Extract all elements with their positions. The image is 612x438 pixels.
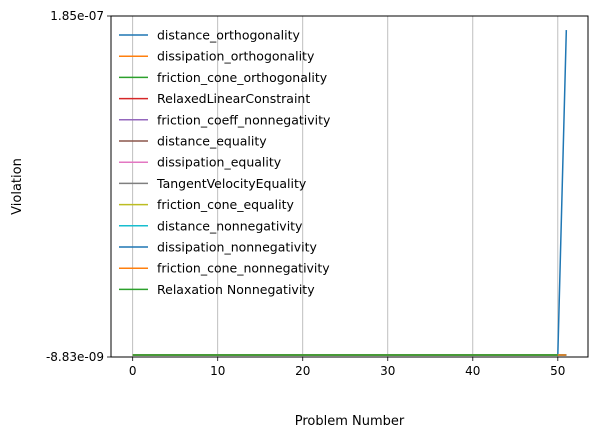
- legend-label: RelaxedLinearConstraint: [157, 91, 310, 106]
- y-tick-label: 1.85e-07: [50, 9, 104, 23]
- x-tick-label: 40: [465, 364, 480, 378]
- y-axis-label: Violation: [10, 158, 25, 215]
- x-axis-ticks: 0 10 20 30 40 50: [129, 357, 565, 378]
- x-tick-label: 0: [129, 364, 137, 378]
- y-tick-label: -8.83e-09: [46, 350, 104, 364]
- legend-label: friction_coeff_nonnegativity: [157, 112, 331, 127]
- legend-label: dissipation_orthogonality: [157, 49, 315, 64]
- legend-label: friction_cone_equality: [157, 197, 295, 212]
- x-tick-label: 50: [550, 364, 565, 378]
- plot-frame: [110, 15, 589, 358]
- grid-lines: [132, 16, 559, 357]
- legend-label: Relaxation Nonnegativity: [157, 282, 315, 297]
- series-lines: [132, 30, 568, 356]
- x-tick-label: 30: [380, 364, 395, 378]
- legend: distance_orthogonality dissipation_orthog…: [119, 28, 331, 297]
- legend-label: TangentVelocityEquality: [156, 176, 307, 191]
- legend-label: distance_equality: [157, 134, 267, 149]
- x-tick-label: 10: [210, 364, 225, 378]
- y-axis-ticks: -8.83e-09 1.85e-07: [46, 9, 111, 364]
- legend-label: dissipation_equality: [157, 155, 282, 170]
- legend-label: dissipation_nonnegativity: [157, 240, 318, 255]
- legend-label: distance_orthogonality: [157, 28, 300, 43]
- legend-label: distance_nonnegativity: [157, 218, 303, 233]
- legend-label: friction_cone_nonnegativity: [157, 261, 330, 276]
- x-tick-label: 20: [295, 364, 310, 378]
- x-axis-label: Problem Number: [295, 414, 405, 429]
- legend-label: friction_cone_orthogonality: [157, 70, 328, 85]
